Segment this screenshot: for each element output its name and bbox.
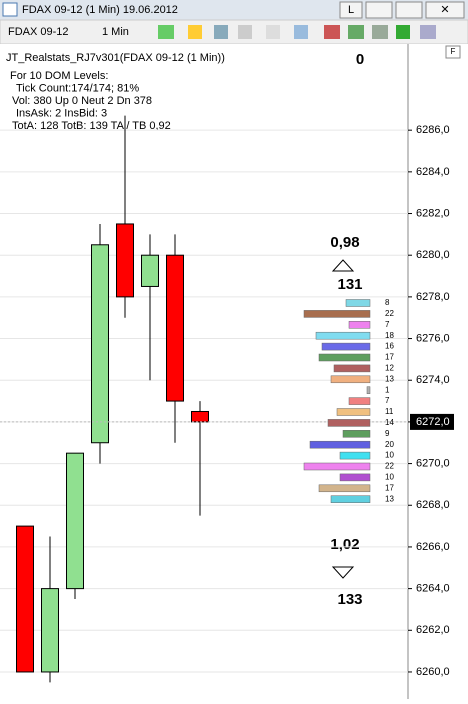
dom-bar [336,408,371,416]
dom-bar [366,386,371,394]
dom-label: 13 [385,374,394,383]
y-tick-label: 6266,0 [416,541,450,553]
corner-value: 0 [356,51,364,68]
info-line: Vol: 380 Up 0 Neut 2 Dn 378 [12,95,152,107]
y-tick-label: 6278,0 [416,291,450,303]
dom-label: 10 [385,473,394,482]
dom-bar [330,495,371,503]
candle-body [141,254,159,287]
dom-label: 7 [385,396,390,405]
candle-body [116,223,134,298]
dom-label: 7 [385,320,390,329]
dom-bar [345,299,371,307]
dom-label: 18 [385,331,394,340]
dom-label: 8 [385,298,390,307]
info-line: TotA: 128 TotB: 139 TA / TB 0,92 [12,120,171,132]
properties-icon[interactable] [324,25,340,39]
bid-ratio: 1,02 [330,536,359,553]
minimize-button[interactable] [365,1,393,19]
l-button-label: L [348,4,354,16]
last-price-tag [410,413,454,430]
maximize-button[interactable] [395,1,423,19]
candle-body [191,410,209,423]
dom-bar [309,440,371,449]
strategies-icon[interactable] [372,25,388,39]
y-tick-label: 6280,0 [416,249,450,261]
dom-bar [303,462,371,471]
dom-label: 17 [385,353,394,362]
dom-label: 20 [385,440,394,449]
dom-bar [303,310,371,318]
dom-label: 22 [385,309,394,318]
y-tick-label: 6284,0 [416,166,450,178]
dom-bar [348,321,371,329]
dom-bar [348,397,371,405]
search-icon[interactable] [294,25,308,39]
y-tick-label: 6262,0 [416,624,450,636]
dom-label: 10 [385,451,394,460]
y-tick-label: 6286,0 [416,124,450,136]
info-line: InsAsk: 2 InsBid: 3 [16,107,107,119]
ask-total: 131 [337,276,362,293]
f-button[interactable] [445,45,461,59]
y-tick-label: 6276,0 [416,332,450,344]
ask-ratio: 0,98 [330,234,359,251]
dom-bar [342,430,371,438]
close-glyph: ✕ [440,4,449,16]
close-button[interactable] [425,1,465,19]
dom-label: 12 [385,364,394,373]
app-icon [2,2,18,17]
order-icon[interactable] [396,25,410,39]
l-button[interactable] [339,1,363,19]
candle-body [91,244,109,444]
dom-label: 17 [385,483,394,492]
bid-total: 133 [337,591,362,608]
y-tick-label: 6268,0 [416,499,450,511]
candle-body [41,588,59,673]
dom-bar [321,342,371,351]
up-arrow [331,259,355,272]
down-arrow [331,566,355,579]
zoom-out-icon[interactable] [238,25,252,39]
dom-bar [339,473,371,482]
indicator-name: JT_Realstats_RJ7v301(FDAX 09-12 (1 Min)) [6,52,225,64]
dom-bar [318,484,371,493]
info-line: For 10 DOM Levels: [10,70,108,82]
candle-body [166,254,184,402]
y-tick-label: 6274,0 [416,374,450,386]
interval-selector[interactable]: 1 Min [102,26,129,38]
dom-label: 14 [385,418,394,427]
y-tick-label: 6270,0 [416,457,450,469]
dom-label: 1 [385,385,390,394]
window-title: FDAX 09-12 (1 Min) 19.06.2012 [22,4,178,16]
y-tick-label: 6260,0 [416,666,450,678]
draw-icon[interactable] [188,25,202,39]
dom-bar [318,353,371,362]
pointer-icon[interactable] [266,25,280,39]
dom-label: 11 [385,407,394,416]
candle-body [66,452,84,590]
dom-bar [339,451,371,460]
bar-type-icon[interactable] [158,25,174,39]
last-price-label: 6272,0 [416,416,450,428]
y-tick-label: 6282,0 [416,207,450,219]
indicators-icon[interactable] [348,25,364,39]
y-tick-label: 6264,0 [416,583,450,595]
dom-bar [333,364,371,373]
dom-bar [315,331,371,340]
instrument-selector[interactable]: FDAX 09-12 [8,26,69,38]
chart-area [0,44,468,699]
dom-bar [327,419,371,427]
dom-label: 9 [385,429,390,438]
zoom-in-icon[interactable] [214,25,228,39]
f-button-label: F [451,47,456,56]
dom-bar [330,375,371,384]
dom-label: 16 [385,342,394,351]
candle-body [16,525,34,673]
info-line: Tick Count:174/174; 81% [16,82,139,94]
dom-label: 22 [385,462,394,471]
dom-label: 13 [385,494,394,503]
data-box-icon[interactable] [420,25,436,39]
